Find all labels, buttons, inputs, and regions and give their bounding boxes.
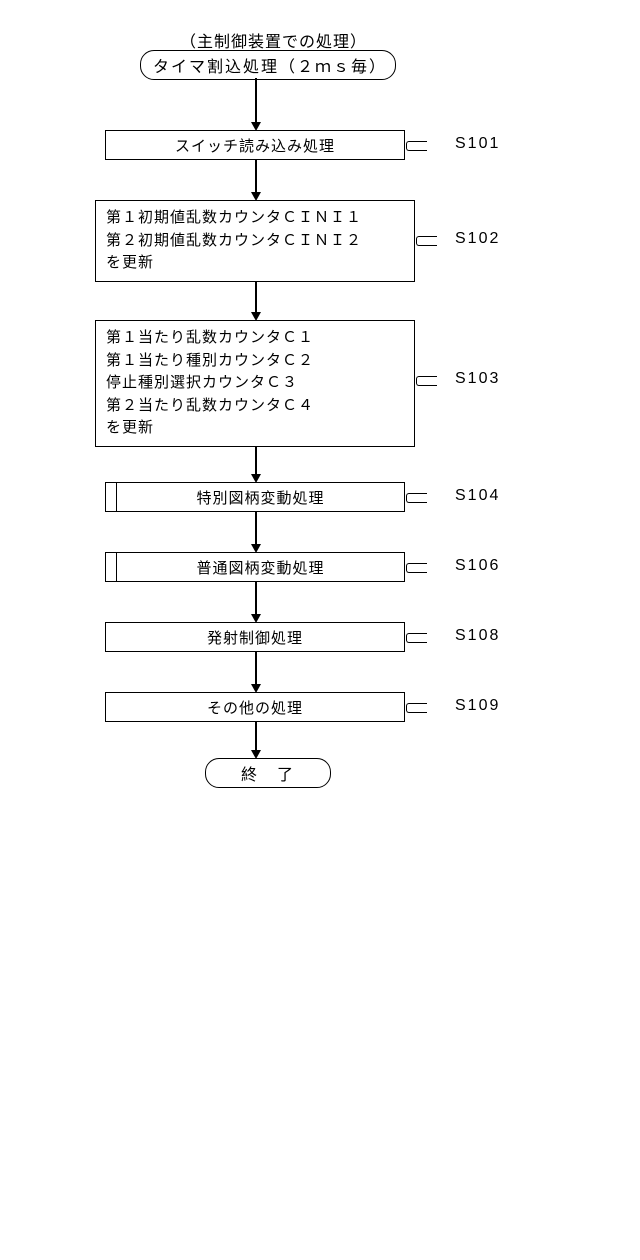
label-s108: S108 (455, 627, 500, 645)
subprocess-s106-text: 普通図柄変動処理 (117, 553, 404, 581)
arrow-s103-s104 (255, 446, 257, 476)
process-s103-line2: 第１当たり種別カウンタＣ２ (106, 352, 314, 369)
process-s102-line1: 第１初期値乱数カウンタＣＩＮＩ１ (106, 209, 362, 226)
arrow-start-s101 (255, 78, 257, 124)
connector-s102 (416, 236, 437, 246)
subprocess-s106: 普通図柄変動処理 (105, 552, 405, 582)
process-s108-text: 発射制御処理 (207, 630, 303, 647)
start-terminal: タイマ割込処理（２ｍｓ毎） (140, 50, 396, 80)
arrow-s104-s106 (255, 512, 257, 546)
process-s109-text: その他の処理 (207, 700, 303, 717)
label-s102: S102 (455, 230, 500, 248)
arrow-s101-s102 (255, 160, 257, 194)
process-s103-line4: 第２当たり乱数カウンタＣ４ (106, 397, 314, 414)
subprocess-side-s104 (106, 483, 117, 511)
process-s102-line3: を更新 (106, 254, 154, 271)
connector-s101 (406, 141, 427, 151)
connector-s104 (406, 493, 427, 503)
arrow-s109-end (255, 722, 257, 752)
label-s101: S101 (455, 135, 500, 153)
process-s108: 発射制御処理 (105, 622, 405, 652)
process-s103-line1: 第１当たり乱数カウンタＣ１ (106, 329, 314, 346)
connector-s103 (416, 376, 437, 386)
end-terminal: 終 了 (205, 758, 331, 788)
label-s104: S104 (455, 487, 500, 505)
label-s103: S103 (455, 370, 500, 388)
subprocess-side-s106 (106, 553, 117, 581)
connector-s106 (406, 563, 427, 573)
process-s109: その他の処理 (105, 692, 405, 722)
process-s101-text: スイッチ読み込み処理 (175, 138, 335, 155)
process-s102: 第１初期値乱数カウンタＣＩＮＩ１ 第２初期値乱数カウンタＣＩＮＩ２ を更新 (95, 200, 415, 282)
process-s101: スイッチ読み込み処理 (105, 130, 405, 160)
flowchart-container: （主制御装置での処理） タイマ割込処理（２ｍｓ毎） スイッチ読み込み処理 S10… (0, 0, 640, 1260)
end-terminal-text: 終 了 (241, 761, 295, 785)
process-s103: 第１当たり乱数カウンタＣ１ 第１当たり種別カウンタＣ２ 停止種別選択カウンタＣ３… (95, 320, 415, 447)
connector-s109 (406, 703, 427, 713)
flowchart-heading: （主制御装置での処理） (180, 28, 367, 52)
subprocess-s104-text: 特別図柄変動処理 (117, 483, 404, 511)
process-s102-line2: 第２初期値乱数カウンタＣＩＮＩ２ (106, 232, 362, 249)
arrow-s106-s108 (255, 582, 257, 616)
process-s103-line5: を更新 (106, 419, 154, 436)
label-s109: S109 (455, 697, 500, 715)
heading-text: （主制御装置での処理） (180, 34, 367, 51)
process-s103-line3: 停止種別選択カウンタＣ３ (106, 374, 298, 391)
connector-s108 (406, 633, 427, 643)
subprocess-s104: 特別図柄変動処理 (105, 482, 405, 512)
label-s106: S106 (455, 557, 500, 575)
arrow-s102-s103 (255, 282, 257, 314)
arrow-s108-s109 (255, 652, 257, 686)
start-terminal-text: タイマ割込処理（２ｍｓ毎） (153, 53, 383, 77)
